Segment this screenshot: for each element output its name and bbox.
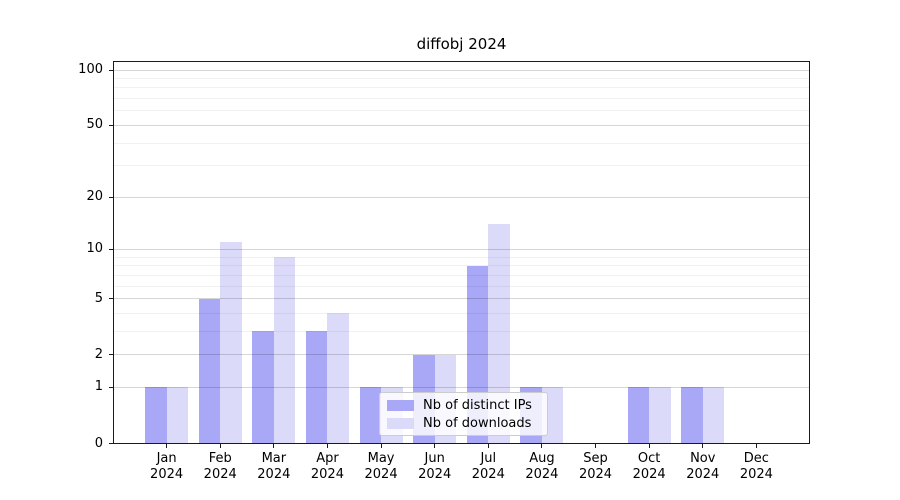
gridline-major-5	[113, 298, 810, 300]
x-tick-mark-apr	[326, 443, 328, 448]
gridline-minor-40	[113, 142, 810, 144]
gridline-minor-8	[113, 265, 810, 267]
bar-distinct-ips-mar	[252, 331, 274, 444]
x-tick-label-nov: Nov 2024	[686, 450, 720, 482]
gridline-minor-4	[113, 312, 810, 314]
y-tick-label-20: 20	[86, 189, 103, 205]
x-tick-mark-jun	[434, 443, 436, 448]
bar-distinct-ips-apr	[305, 331, 328, 444]
x-tick-mark-sep	[595, 443, 597, 448]
x-tick-mark-mar	[273, 443, 275, 448]
x-tick-mark-jul	[487, 443, 489, 448]
x-tick-label-aug: Aug 2024	[525, 450, 559, 482]
bar-downloads-jul	[488, 224, 510, 444]
legend-label-distinct-ips: Nb of distinct IPs	[423, 397, 532, 413]
x-tick-mark-may	[380, 443, 382, 448]
x-tick-mark-feb	[219, 443, 221, 448]
x-tick-label-jan: Jan 2024	[150, 450, 184, 482]
gridline-minor-70	[113, 98, 810, 100]
y-tick-label-1: 1	[94, 379, 103, 395]
gridline-major-1	[113, 386, 810, 388]
bar-distinct-ips-may	[359, 387, 382, 444]
gridline-minor-90	[113, 78, 810, 80]
gridline-minor-60	[113, 110, 810, 112]
y-tick-mark-10	[109, 248, 113, 250]
bar-distinct-ips-feb	[198, 298, 221, 444]
y-tick-mark-0	[109, 443, 113, 444]
legend-label-downloads: Nb of downloads	[423, 415, 532, 431]
gridline-major-2	[113, 354, 810, 356]
y-tick-label-5: 5	[94, 290, 103, 306]
x-tick-label-feb: Feb 2024	[203, 450, 237, 482]
x-tick-label-oct: Oct 2024	[632, 450, 666, 482]
gridline-minor-80	[113, 87, 810, 89]
bar-distinct-ips-nov	[681, 387, 703, 444]
x-tick-label-mar: Mar 2024	[257, 450, 291, 482]
x-tick-mark-nov	[702, 443, 704, 448]
bar-downloads-mar	[273, 257, 296, 444]
x-tick-mark-jan	[166, 443, 168, 448]
x-tick-label-apr: Apr 2024	[310, 450, 344, 482]
legend-swatch-downloads	[387, 417, 414, 429]
bar-downloads-feb	[220, 242, 242, 444]
gridline-minor-6	[113, 285, 810, 287]
y-tick-label-10: 10	[86, 241, 103, 257]
legend-item-distinct-ips: Nb of distinct IPs	[380, 397, 547, 414]
bar-downloads-apr	[327, 313, 349, 444]
gridline-major-50	[113, 124, 810, 126]
y-tick-mark-50	[109, 124, 113, 126]
y-tick-label-50: 50	[86, 117, 103, 133]
y-tick-label-100: 100	[78, 62, 103, 78]
y-tick-mark-100	[109, 69, 113, 71]
bar-distinct-ips-jan	[145, 387, 167, 444]
y-tick-label-2: 2	[94, 346, 103, 362]
gridline-minor-3	[113, 330, 810, 332]
x-tick-label-may: May 2024	[364, 450, 398, 482]
bar-distinct-ips-oct	[627, 387, 650, 444]
chart-title: diffobj 2024	[416, 35, 507, 53]
y-tick-label-0: 0	[94, 435, 103, 451]
bar-downloads-jan	[166, 387, 189, 444]
x-tick-label-jun: Jun 2024	[418, 450, 452, 482]
x-tick-mark-oct	[648, 443, 650, 448]
gridline-minor-9	[113, 256, 810, 258]
x-tick-label-sep: Sep 2024	[578, 450, 613, 482]
gridline-major-100	[113, 69, 810, 71]
gridline-minor-7	[113, 274, 810, 276]
legend: Nb of distinct IPs Nb of downloads	[379, 392, 548, 436]
y-tick-mark-1	[109, 386, 113, 388]
x-tick-mark-aug	[541, 443, 543, 448]
bar-downloads-oct	[649, 387, 671, 444]
legend-swatch-distinct-ips	[387, 399, 414, 411]
y-tick-mark-20	[109, 196, 113, 198]
x-tick-mark-dec	[755, 443, 757, 448]
y-tick-mark-2	[109, 354, 113, 356]
x-tick-label-jul: Jul 2024	[471, 450, 505, 482]
legend-item-downloads: Nb of downloads	[380, 415, 547, 432]
y-tick-mark-5	[109, 298, 113, 300]
gridline-major-10	[113, 248, 810, 250]
bar-downloads-nov	[702, 387, 725, 444]
gridline-major-20	[113, 196, 810, 198]
gridline-minor-30	[113, 165, 810, 167]
x-tick-label-dec: Dec 2024	[739, 450, 773, 482]
